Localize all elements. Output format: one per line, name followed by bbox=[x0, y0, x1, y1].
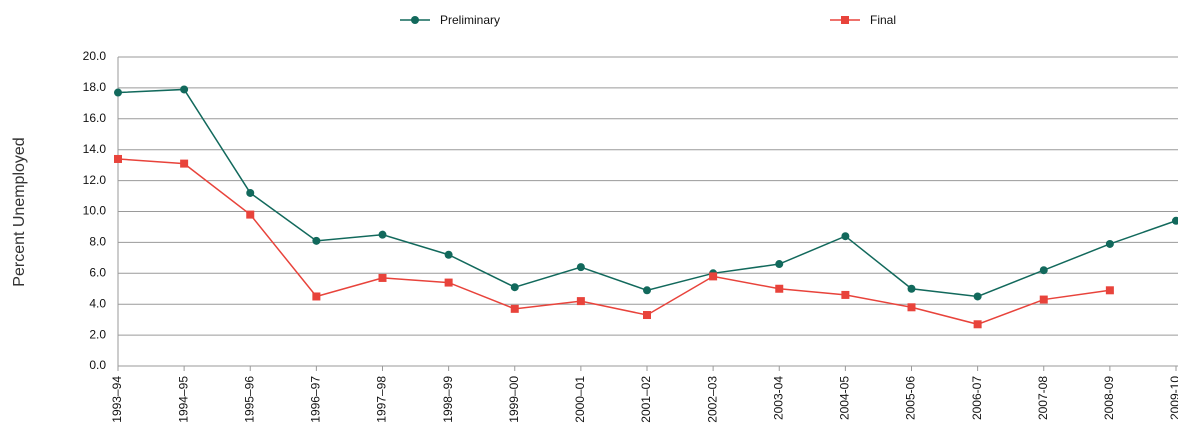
point bbox=[907, 303, 916, 312]
line bbox=[117, 88, 1177, 298]
x-tick-label: 2005-06 bbox=[904, 376, 918, 420]
y-tick-label: 16.0 bbox=[83, 111, 107, 125]
point bbox=[378, 273, 387, 282]
point bbox=[1039, 266, 1048, 275]
point bbox=[1039, 295, 1048, 304]
point bbox=[312, 236, 321, 245]
x-tick-label: 1999–00 bbox=[507, 376, 521, 423]
point bbox=[643, 286, 651, 295]
x-tick-label: 1994–95 bbox=[176, 376, 190, 423]
point bbox=[246, 188, 255, 197]
y-tick-label: 6.0 bbox=[89, 265, 106, 279]
y-tick-label: 2.0 bbox=[89, 327, 106, 341]
y-tick-label: 20.0 bbox=[83, 49, 107, 63]
point bbox=[576, 297, 585, 306]
point bbox=[973, 320, 982, 329]
point bbox=[841, 232, 850, 241]
point bbox=[576, 263, 585, 272]
x-tick-label: 1998–99 bbox=[441, 376, 455, 423]
x-tick-label: 1993–94 bbox=[110, 376, 124, 423]
y-tick-label: 12.0 bbox=[83, 173, 107, 187]
x-tick-label: 1997–98 bbox=[375, 376, 389, 423]
x-tick-label: 2001–02 bbox=[639, 376, 653, 423]
point bbox=[973, 292, 982, 301]
point bbox=[444, 250, 453, 259]
point bbox=[114, 88, 122, 97]
point bbox=[312, 292, 321, 301]
y-tick-label: 18.0 bbox=[83, 80, 107, 94]
point bbox=[841, 290, 850, 299]
point bbox=[378, 230, 387, 239]
x-tick-label: 2007-08 bbox=[1036, 376, 1050, 420]
x-tick-label: 2008-09 bbox=[1102, 376, 1116, 420]
y-tick-label: 0.0 bbox=[89, 358, 106, 372]
point bbox=[510, 304, 519, 313]
point bbox=[246, 210, 255, 219]
point bbox=[510, 283, 519, 292]
legend-marker bbox=[411, 16, 419, 24]
y-tick-label: 10.0 bbox=[83, 204, 107, 218]
point bbox=[775, 284, 784, 293]
legend-label: Final bbox=[870, 13, 896, 27]
x-tick-label: 2009-10 bbox=[1168, 376, 1178, 420]
point bbox=[1172, 216, 1178, 225]
legend-label: Preliminary bbox=[440, 13, 500, 27]
x-tick-label: 2002–03 bbox=[705, 376, 719, 423]
y-tick-label: 8.0 bbox=[89, 235, 106, 249]
point bbox=[1105, 239, 1114, 248]
point bbox=[1105, 286, 1114, 295]
x-tick-label: 1995–96 bbox=[242, 376, 256, 423]
y-tick-label: 14.0 bbox=[83, 142, 107, 156]
y-axis-label: Percent Unemployed bbox=[11, 137, 28, 286]
point bbox=[180, 85, 189, 94]
x-tick-label: 2003-04 bbox=[771, 376, 785, 420]
point bbox=[643, 311, 651, 320]
point bbox=[907, 284, 916, 293]
point bbox=[709, 272, 718, 281]
point bbox=[180, 159, 189, 168]
x-tick-label: 1996–97 bbox=[309, 376, 323, 423]
x-tick-label: 2004-05 bbox=[838, 376, 852, 420]
y-tick-label: 4.0 bbox=[89, 296, 106, 310]
point bbox=[444, 278, 453, 287]
point bbox=[775, 260, 784, 269]
line bbox=[117, 158, 1110, 326]
point bbox=[114, 154, 122, 163]
legend-marker bbox=[841, 16, 849, 24]
x-tick-label: 2006-07 bbox=[970, 376, 984, 420]
x-tick-label: 2000–01 bbox=[573, 376, 587, 423]
